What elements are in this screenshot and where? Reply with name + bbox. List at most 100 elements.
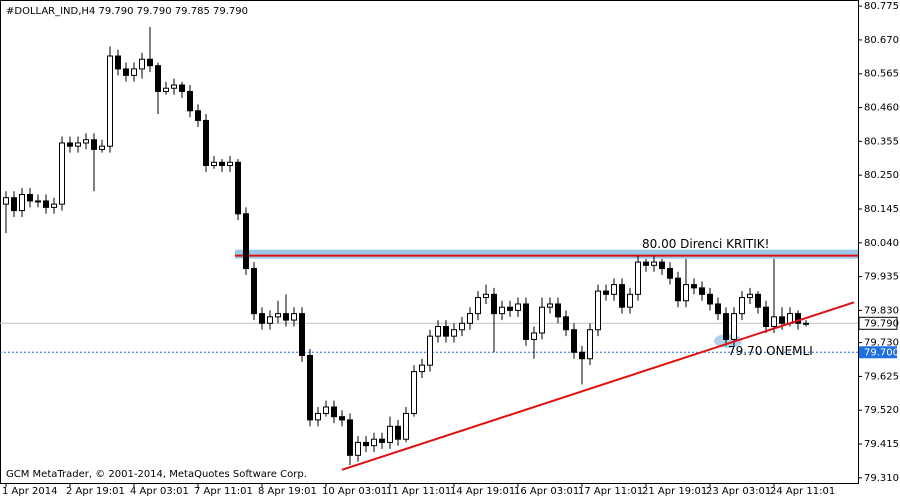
candle-body (275, 313, 281, 318)
candle-body (11, 197, 17, 212)
y-tick-label: 79.415 (864, 439, 899, 450)
candle-body (651, 261, 657, 266)
candle-body (67, 142, 73, 147)
x-tick-label: 11 Apr 11:01 (386, 486, 451, 497)
candle-body (299, 313, 305, 356)
x-tick-label: 8 Apr 19:01 (258, 486, 317, 497)
candle-body (715, 303, 721, 315)
candle-body (131, 68, 137, 76)
candle-body (483, 293, 489, 299)
candle-body (539, 306, 545, 334)
y-tick-label: 80.250 (864, 170, 899, 181)
candle-body (499, 306, 505, 315)
candle-body (763, 306, 769, 328)
candle-body (43, 200, 49, 208)
alert-label: 79.700 (864, 347, 899, 358)
candle-body (243, 213, 249, 270)
candle-body (27, 193, 33, 202)
candle-body (627, 293, 633, 308)
y-tick-label: 79.830 (864, 305, 899, 316)
resistance-annotation: 80.00 Direnci KRITIK! (642, 237, 769, 251)
x-tick-label: 16 Apr 03:01 (514, 486, 579, 497)
y-tick-label: 80.145 (864, 204, 899, 215)
candle-body (283, 313, 289, 321)
candle-body (611, 284, 617, 295)
candle-body (347, 419, 353, 456)
candle-body (451, 329, 457, 337)
y-tick-label: 79.730 (864, 338, 899, 349)
candle-body (219, 161, 225, 167)
x-tick-label: 1 Apr 2014 (2, 486, 57, 497)
candle-body (227, 161, 233, 167)
trendline (341, 301, 855, 471)
current-price-label: 79.790 (864, 318, 899, 329)
candle-body (803, 322, 809, 325)
y-tick-label: 80.460 (864, 103, 899, 114)
candle-body (459, 322, 465, 331)
candle-body (675, 277, 681, 302)
support-annotation: 79.70 ONEMLI (728, 344, 813, 358)
candle-body (139, 58, 145, 70)
candle-body (771, 316, 777, 328)
candle-body (235, 161, 241, 215)
candle-body (75, 142, 81, 147)
candle-body (699, 287, 705, 295)
candle-body (667, 268, 673, 279)
candle-body (515, 303, 521, 311)
plot-frame (0, 0, 859, 484)
y-tick-label: 79.935 (864, 272, 899, 283)
alert-box (859, 346, 897, 359)
candle-body (91, 139, 97, 150)
y-tick-label: 79.520 (864, 405, 899, 416)
candle-body (171, 84, 177, 89)
candle-body (443, 326, 449, 337)
candle-body (107, 55, 113, 147)
candle-body (395, 425, 401, 440)
footer: GCM MetaTrader, © 2001-2014, MetaQuotes … (6, 469, 307, 480)
candle-body (179, 84, 185, 92)
y-tick-label: 80.355 (864, 136, 899, 147)
candle-body (643, 261, 649, 266)
candle-body (523, 303, 529, 340)
candle-body (571, 329, 577, 353)
resistance-band (235, 249, 858, 259)
x-tick-label: 10 Apr 03:01 (322, 486, 387, 497)
current-price-box (858, 316, 898, 330)
candle-body (411, 371, 417, 414)
y-tick-label: 80.775 (864, 1, 899, 12)
candle-body (19, 193, 25, 212)
candle-body (379, 438, 385, 443)
candle-body (755, 293, 761, 308)
candle-body (123, 68, 129, 76)
candle-body (795, 313, 801, 324)
candle-body (731, 313, 737, 340)
candle-body (339, 416, 345, 421)
candle-body (595, 290, 601, 331)
candle-body (115, 55, 121, 70)
candle-body (251, 268, 257, 315)
x-tick-label: 21 Apr 19:01 (642, 486, 707, 497)
candle-body (355, 441, 361, 456)
candle-body (635, 261, 641, 295)
candle-body (187, 90, 193, 112)
candle-body (603, 290, 609, 295)
candle-body (99, 145, 105, 150)
candle-body (387, 425, 393, 443)
candle-body (331, 406, 337, 418)
candle-body (435, 326, 441, 337)
y-tick-label: 79.625 (864, 371, 899, 382)
x-tick-label: 23 Apr 03:01 (706, 486, 771, 497)
candle-body (467, 313, 473, 324)
candle-body (403, 412, 409, 440)
candle-body (371, 438, 377, 447)
candle-body (475, 297, 481, 315)
candle-body (3, 197, 9, 205)
candle-body (779, 316, 785, 324)
candle-body (155, 65, 161, 92)
x-tick-label: 4 Apr 03:01 (130, 486, 189, 497)
candle-body (691, 284, 697, 289)
x-tick-label: 17 Apr 11:01 (578, 486, 643, 497)
candle-body (163, 87, 169, 92)
candle-body (555, 303, 561, 318)
